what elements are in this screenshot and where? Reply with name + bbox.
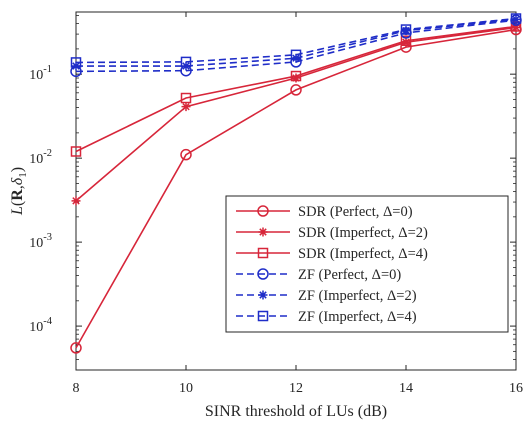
- data-point: [180, 56, 192, 68]
- legend-marker: [257, 268, 269, 280]
- data-point: [511, 22, 521, 32]
- data-point: [400, 24, 412, 35]
- legend-label: ZF (Imperfect, Δ=4): [298, 309, 417, 325]
- legend-marker: [257, 205, 269, 217]
- data-point: [70, 146, 82, 157]
- legend-label: ZF (Imperfect, Δ=2): [298, 288, 417, 304]
- y-tick-label: 10-4: [29, 316, 52, 335]
- data-point: [400, 35, 412, 47]
- y-tick-label: 10-1: [29, 64, 52, 83]
- x-tick-label: 14: [399, 381, 413, 396]
- legend-label: SDR (Perfect, Δ=0): [298, 204, 413, 220]
- x-tick-label: 8: [73, 381, 80, 396]
- x-tick-label: 16: [509, 381, 523, 396]
- legend: SDR (Perfect, Δ=0) SDR (Imperfect, Δ=2) SD…: [225, 195, 509, 333]
- legend-item: SDR (Imperfect, Δ=4): [236, 246, 428, 262]
- data-point: [510, 13, 522, 24]
- data-point: [70, 57, 82, 68]
- legend-item: ZF (Imperfect, Δ=2): [236, 288, 417, 304]
- legend-marker: [257, 247, 269, 259]
- data-point: [290, 49, 302, 61]
- series-layer: [70, 13, 522, 354]
- series-line: [75, 28, 517, 349]
- series-line: [75, 17, 517, 64]
- series-2: [71, 22, 521, 206]
- legend-item: SDR (Perfect, Δ=0): [236, 204, 413, 220]
- data-point: [290, 84, 302, 96]
- legend-item: ZF (Perfect, Δ=0): [236, 267, 401, 283]
- data-point: [181, 102, 191, 112]
- data-point: [180, 92, 192, 104]
- data-point: [290, 70, 302, 82]
- series-1: [70, 23, 522, 354]
- legend-marker: [258, 227, 268, 237]
- y-axis-label: L(R,δ1): [9, 167, 29, 216]
- data-point: [291, 53, 301, 63]
- x-axis-label: SINR threshold of LUs (dB): [205, 403, 387, 420]
- data-point: [401, 37, 411, 47]
- x-tick-label: 10: [179, 381, 193, 396]
- y-tick-label: 10-2: [29, 148, 52, 167]
- legend-item: SDR (Imperfect, Δ=2): [236, 225, 428, 241]
- data-point: [291, 73, 301, 83]
- data-point: [71, 61, 81, 71]
- series-6: [70, 13, 522, 68]
- legend-label: ZF (Perfect, Δ=0): [298, 267, 401, 283]
- legend-marker: [258, 290, 268, 300]
- axis-ticks: 8 10 12 14 16 10-4 10-3 10-2 10-1: [29, 12, 523, 396]
- y-tick-label: 10-3: [29, 232, 52, 251]
- legend-box: [225, 195, 509, 333]
- legend-label: SDR (Imperfect, Δ=2): [298, 225, 428, 241]
- legend-marker: [257, 310, 269, 322]
- data-point: [401, 26, 411, 36]
- legend-label: SDR (Imperfect, Δ=4): [298, 246, 428, 262]
- legend-item: ZF (Imperfect, Δ=4): [236, 309, 417, 325]
- series-line: [75, 25, 517, 153]
- data-point: [70, 342, 82, 354]
- data-point: [180, 148, 192, 161]
- x-tick-label: 12: [289, 381, 303, 396]
- data-point: [71, 196, 81, 206]
